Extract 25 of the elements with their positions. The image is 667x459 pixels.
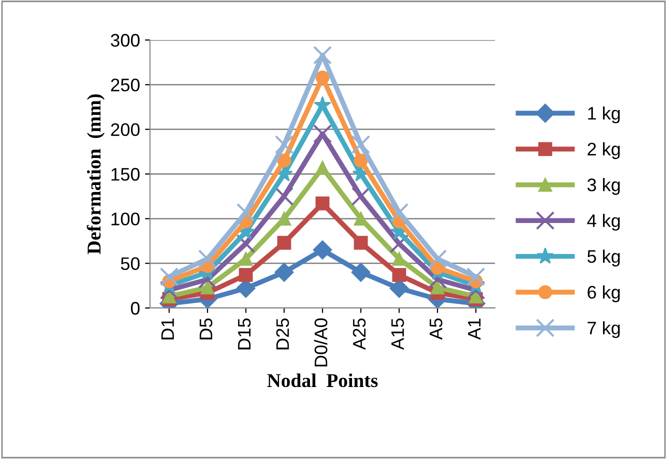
y-tick-label: 150 xyxy=(112,168,140,181)
y-tick-label: 300 xyxy=(110,34,140,47)
x-axis-title: Nodal Points xyxy=(267,373,378,388)
legend-label: 2 kg xyxy=(588,142,620,160)
x-tick-label: D25 xyxy=(276,318,290,350)
x-tick-label: A15 xyxy=(391,318,404,350)
x-tick-label: A1 xyxy=(468,318,480,340)
legend-label: 4 kg xyxy=(587,214,620,231)
x-tick-label: A25 xyxy=(352,318,366,350)
x-tick-label: D0/A0 xyxy=(314,318,328,366)
x-tick-label: D15 xyxy=(238,318,251,350)
legend-label: 5 kg xyxy=(587,250,620,266)
legend-label: 7 kg xyxy=(588,321,620,338)
x-tick-label: D1 xyxy=(161,318,174,340)
x-tick-label: A5 xyxy=(430,318,442,340)
y-tick-label: 50 xyxy=(120,257,140,270)
y-axis-title: Deformation (mm) xyxy=(86,94,105,254)
legend-label: 3 kg xyxy=(587,178,620,195)
legend-label: 6 kg xyxy=(588,285,620,302)
y-tick-label: 0 xyxy=(130,302,140,315)
y-tick-label: 200 xyxy=(111,123,140,136)
y-tick-label: 250 xyxy=(111,78,140,92)
y-tick-label: 100 xyxy=(112,212,140,226)
x-tick-label: D5 xyxy=(200,318,212,340)
legend-label: 1 kg xyxy=(588,106,620,124)
